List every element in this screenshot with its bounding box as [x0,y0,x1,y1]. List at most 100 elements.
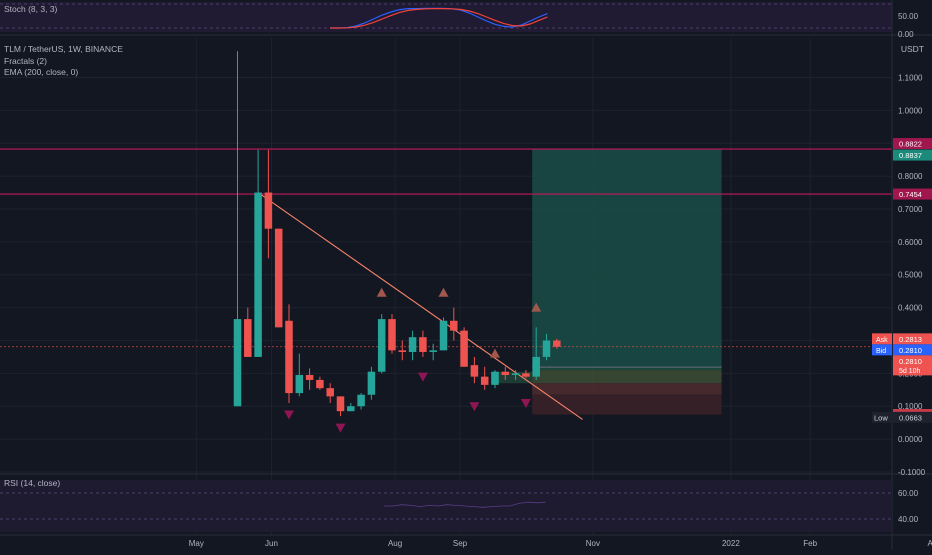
candle-body-5 [285,320,293,394]
range-box [491,371,533,384]
bid-label: Bid [876,348,886,355]
candle-body-23 [470,365,479,377]
price-tag-bg-2 [893,188,932,200]
fractal-down-marker-3 [469,402,480,412]
candle-body-7 [305,375,314,380]
trend-line [257,192,583,420]
main-legend: TLM / TetherUS, 1W, BINANCE Fractals (2)… [4,44,123,79]
x-tick-label-1: Jun [265,539,278,548]
ask-label: Ask [876,337,888,344]
last-price-countdown: 5d 10h [899,368,921,375]
x-tick-label-4: Nov [586,539,600,548]
y-tick-label-7: 0.4000 [898,304,923,313]
y-tick-label-10: 0.1000 [898,402,923,411]
fractal-down-marker-4 [520,398,531,408]
stoch-tick-label-1: 0.00 [898,30,914,39]
low-value: 0.0663 [899,413,922,422]
fractal-down-marker-2 [417,372,428,382]
fractal-down-marker-1 [335,423,346,433]
candle-body-12 [357,394,365,407]
stoch-d-line [330,8,548,29]
y-tick-label-5: 0.6000 [898,238,923,247]
stoch-tick-label-0: 50.00 [898,12,919,21]
currency-label: USDT [900,44,924,54]
x-tick-label-3: Sep [453,539,468,548]
y-tick-label-11: 0.0000 [898,435,923,444]
y-tick-label-3: 0.8000 [898,172,923,181]
y-tick-label-6: 0.5000 [898,271,923,280]
candle-body-8 [316,379,324,389]
candle-body-15 [388,319,396,351]
candle-body-10 [336,396,345,412]
candle-body-30 [542,340,551,357]
price-tag-bg-0 [893,138,932,150]
candle-body-29 [532,356,540,377]
stoch-pane-bg [0,2,892,32]
position-stop-band-2 [532,383,722,395]
fractal-up-marker-1 [438,287,449,297]
candle-body-2 [254,192,262,357]
candle-body-25 [491,371,499,385]
candle-body-26 [501,371,510,376]
price-tag-label-2: 0.7454 [899,190,922,199]
candle-body-18 [419,337,427,352]
candle-body-24 [480,376,489,385]
fractal-up-marker-0 [376,287,387,297]
candle-body-19 [429,350,437,352]
rsi-pane-bg [0,480,892,532]
price-tag-label-0: 0.8822 [899,140,922,149]
rsi-title: RSI (14, close) [4,478,61,488]
rsi-line [384,501,547,508]
candle-body-0 [233,319,242,407]
candle-body-31 [553,340,561,347]
last-price-value: 0.2810 [899,357,922,366]
candle-body-9 [326,388,334,397]
candle-body-11 [347,406,355,412]
candle-body-21 [450,320,458,331]
position-stop-band-0 [532,367,722,371]
bid-value: 0.2810 [899,346,922,355]
x-tick-label-2: Aug [388,539,402,548]
low-label: Low [874,413,888,422]
position-stop-band-1 [532,370,722,384]
bid-value-bg [893,344,932,356]
x-tick-label-5: 2022 [722,539,740,548]
y-tick-label-12: -0.1000 [898,468,926,477]
price-tag-bg-1 [893,149,932,161]
ask-value-bg [893,333,932,345]
fractal-down-marker-0 [284,410,294,420]
rsi-tick-label-0: 60.00 [898,489,919,498]
fractal-up-marker-2 [490,348,500,358]
y-tick-label-4: 0.7000 [898,205,923,214]
bid-label-bg [872,344,892,356]
rsi-tick-label-1: 40.00 [898,515,919,524]
candle-body-20 [439,320,448,351]
y-tick-label-0: 1.1000 [898,73,923,82]
stoch-title: Stoch (8, 3, 3) [4,4,58,14]
low-value-bg [893,411,932,423]
x-tick-label-7: Apr [928,539,932,548]
ask-label-bg [872,333,892,345]
fractal-up-marker-3 [531,302,542,312]
candle-body-14 [377,319,386,372]
low-label-bg [872,411,892,423]
indicator-ema: EMA (200, close, 0) [4,67,79,77]
x-tick-label-0: May [189,539,204,548]
indicator-fractals: Fractals (2) [4,55,47,66]
candle-body-22 [460,330,468,367]
candle-body-1 [244,319,252,357]
candle-body-27 [511,373,520,376]
x-tick-label-6: Feb [803,539,817,548]
candle-body-6 [295,375,304,394]
candle-body-3 [264,192,273,229]
y-tick-label-1: 1.0000 [898,106,923,115]
candle-body-17 [408,337,417,352]
chart-title: TLM / TetherUS, 1W, BINANCE [4,44,123,54]
ask-value: 0.2813 [899,335,922,344]
candle-body-4 [274,228,283,328]
candle-body-16 [398,350,407,352]
position-target-zone [532,148,722,368]
last-price-bg [893,355,932,376]
